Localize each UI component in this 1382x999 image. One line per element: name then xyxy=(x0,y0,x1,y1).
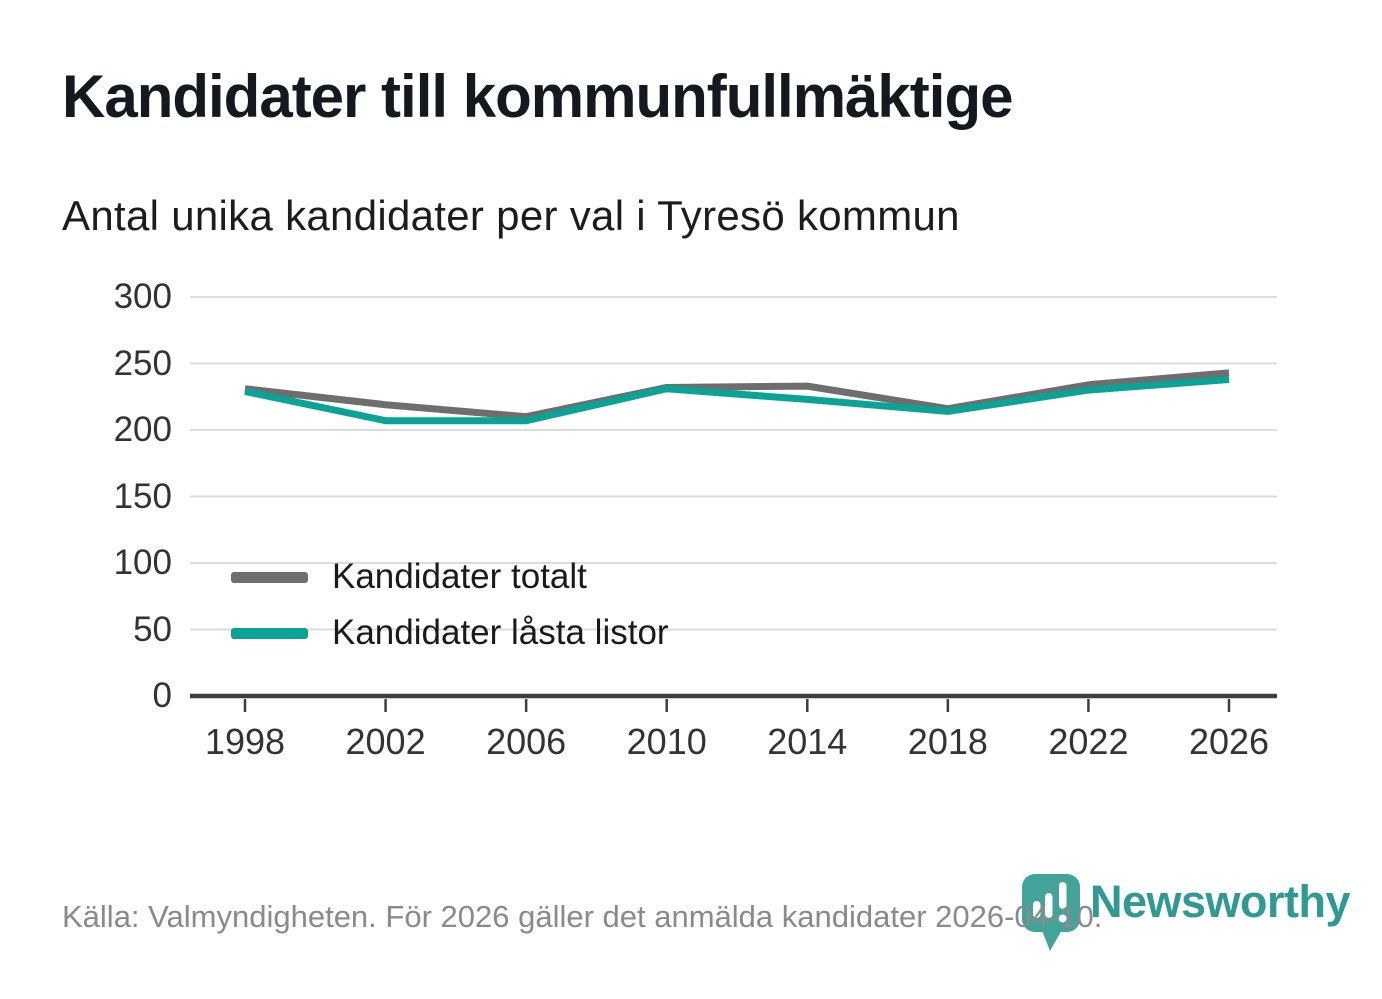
newsworthy-speech-bubble-chart-icon xyxy=(1022,874,1080,951)
page-subtitle: Antal unika kandidater per val i Tyresö … xyxy=(62,192,960,239)
x-tick-label: 2026 xyxy=(1188,721,1270,762)
newsworthy-wordmark: Newsworthy xyxy=(1090,876,1351,927)
x-tick-label: 1998 xyxy=(204,721,286,762)
source-note: Källa: Valmyndigheten. För 2026 gäller d… xyxy=(62,899,1103,934)
x-tick-label: 2022 xyxy=(1048,721,1129,762)
legend-swatch xyxy=(231,571,308,583)
newsworthy-logo: Newsworthy xyxy=(1022,874,1351,952)
x-tick-label: 2010 xyxy=(626,721,707,762)
y-tick-label: 100 xyxy=(113,543,172,582)
x-tick-label: 2002 xyxy=(345,721,426,762)
page-title: Kandidater till kommunfullmäktige xyxy=(62,63,1013,130)
y-tick-label: 50 xyxy=(133,609,172,649)
x-tick-label: 2014 xyxy=(767,721,848,762)
y-tick-label: 150 xyxy=(113,476,172,516)
legend-label: Kandidater totalt xyxy=(332,557,587,596)
legend-item: Kandidater låsta listor xyxy=(231,605,669,661)
legend-label: Kandidater låsta listor xyxy=(332,613,669,652)
chart-legend: Kandidater totalt Kandidater låsta listor xyxy=(231,549,669,661)
y-tick-label: 0 xyxy=(152,676,172,715)
y-tick-label: 200 xyxy=(113,410,172,449)
x-tick-label: 2018 xyxy=(907,721,988,762)
legend-swatch xyxy=(231,627,308,639)
x-tick-label: 2006 xyxy=(486,721,567,762)
y-tick-label: 300 xyxy=(113,277,172,316)
legend-item: Kandidater totalt xyxy=(231,549,669,605)
y-tick-label: 250 xyxy=(113,343,172,383)
series-line-0 xyxy=(244,369,1230,421)
series-line-1 xyxy=(244,375,1230,425)
